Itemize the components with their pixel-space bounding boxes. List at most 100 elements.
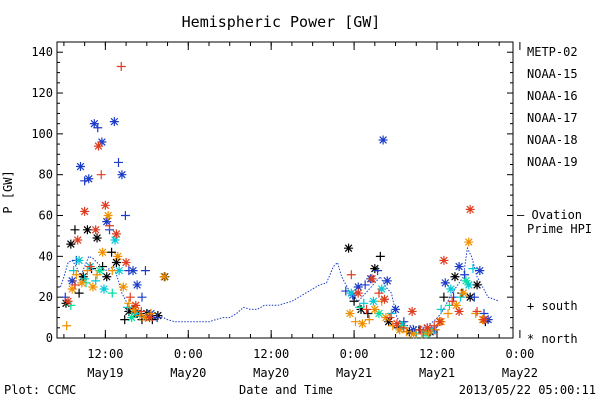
north-point (63, 296, 73, 306)
south-point (374, 288, 384, 298)
south-point (443, 309, 453, 319)
north-point (464, 280, 474, 290)
south-point (355, 302, 365, 312)
north-point (110, 235, 120, 245)
y-tick-label: 40 (39, 249, 53, 263)
south-point (120, 315, 130, 325)
x-axis-label: Date and Time (239, 383, 333, 397)
south-point (120, 211, 130, 221)
y-tick-label: 140 (31, 45, 53, 59)
north-point (407, 306, 417, 316)
south-point (70, 280, 80, 290)
south-point (417, 329, 427, 339)
south-point (113, 157, 123, 167)
north-point (95, 266, 105, 276)
south-point (62, 321, 72, 331)
north-point (395, 325, 405, 335)
x-tick-time-label: 0:00 (505, 347, 534, 361)
north-point (464, 237, 474, 247)
legend-south-symbol: + south (527, 299, 578, 313)
north-point (131, 309, 141, 319)
north-point (472, 280, 482, 290)
series-metp-02 (61, 225, 490, 337)
north-point (391, 304, 401, 314)
x-tick-date-label: May21 (336, 366, 372, 380)
x-tick-date-label: May20 (170, 366, 206, 380)
north-point (382, 276, 392, 286)
south-point (71, 270, 81, 280)
series-noaa-16 (69, 235, 478, 339)
north-point (98, 247, 108, 257)
north-point (75, 162, 85, 172)
south-point (116, 61, 126, 71)
south-point (80, 176, 90, 186)
north-point (97, 137, 107, 147)
x-tick-date-label: May21 (419, 366, 455, 380)
y-tick-label: 100 (31, 127, 53, 141)
north-point (368, 296, 378, 306)
north-point (454, 262, 464, 272)
south-point (107, 288, 117, 298)
south-point (436, 304, 446, 314)
north-point (153, 311, 163, 321)
legend-entry: METP-02 (527, 45, 578, 59)
y-tick-label: 120 (31, 86, 53, 100)
north-point (84, 174, 94, 184)
north-point (384, 317, 394, 327)
x-tick-time-label: 12:00 (253, 347, 289, 361)
south-point (92, 270, 102, 280)
north-point (451, 300, 461, 310)
x-tick-date-label: May20 (253, 366, 289, 380)
north-point (91, 225, 101, 235)
north-point (357, 319, 367, 329)
south-point (93, 123, 103, 133)
north-point (124, 306, 134, 316)
south-point (364, 315, 374, 325)
south-point (460, 270, 470, 280)
north-point (82, 225, 92, 235)
north-point (465, 204, 475, 214)
north-point (424, 327, 434, 337)
north-point (88, 282, 98, 292)
south-point (399, 323, 409, 333)
north-point (370, 304, 380, 314)
south-point (96, 170, 106, 180)
south-point (415, 325, 425, 335)
north-point (479, 315, 489, 325)
north-point (113, 251, 123, 261)
north-point (77, 278, 87, 288)
legend-entry: NOAA-19 (527, 155, 578, 169)
north-point (73, 235, 83, 245)
south-point (431, 325, 441, 335)
north-point (422, 323, 432, 333)
south-point (471, 309, 481, 319)
south-point (439, 292, 449, 302)
plot-credit: Plot: CCMC (4, 383, 76, 397)
south-point (388, 321, 398, 331)
north-point (392, 319, 402, 329)
north-point (78, 272, 88, 282)
north-point (379, 294, 389, 304)
north-point (111, 257, 121, 267)
south-point (152, 313, 162, 323)
north-point (127, 313, 137, 323)
x-tick-time-label: 12:00 (87, 347, 123, 361)
north-point (353, 288, 363, 298)
south-point (346, 270, 356, 280)
north-point (92, 233, 102, 243)
south-point (469, 292, 479, 302)
north-point (378, 135, 388, 145)
south-point (122, 302, 132, 312)
south-point (105, 221, 115, 231)
south-point (349, 296, 359, 306)
legend: METP-02 NOAA-15 NOAA-16 NOAA-17 NOAA-18 NOAA-… (517, 45, 592, 346)
south-point (429, 321, 439, 331)
north-point (67, 276, 77, 286)
x-tick-time-label: 0:00 (340, 347, 369, 361)
south-point (107, 266, 117, 276)
plot-area-frame (56, 41, 514, 339)
x-axis: 12:00 May19 0:00 May20 12:00 May20 0:00 May21 12… (63, 42, 538, 380)
x-tick-date-label: May19 (87, 366, 123, 380)
north-point (121, 257, 131, 267)
chart-title: Hemispheric Power [GW] (182, 13, 381, 31)
